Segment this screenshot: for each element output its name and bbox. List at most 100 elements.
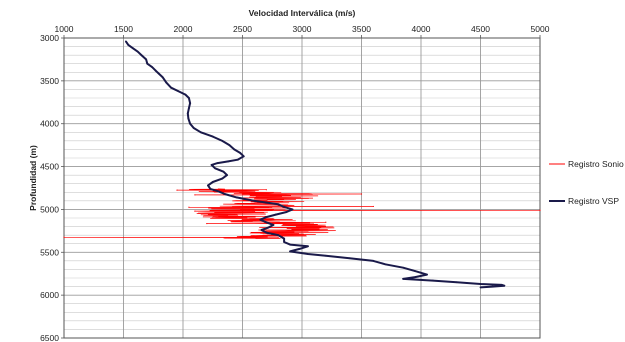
- data-point-registro-vsp: [283, 205, 286, 208]
- data-point-registro-vsp: [187, 117, 190, 120]
- data-point-registro-vsp: [307, 245, 309, 248]
- data-point-registro-vsp: [491, 285, 494, 288]
- data-point-registro-vsp: [274, 213, 277, 216]
- x-tick-label: 3500: [352, 24, 371, 34]
- data-point-registro-vsp: [414, 276, 416, 279]
- data-point-registro-sonio-spike: [325, 221, 327, 223]
- data-point-registro-vsp: [154, 69, 157, 72]
- data-point-registro-vsp: [132, 47, 134, 50]
- data-point-registro-vsp: [236, 158, 239, 161]
- data-point-registro-vsp: [209, 187, 212, 190]
- data-point-registro-vsp: [455, 281, 458, 284]
- data-point-registro-vsp: [479, 286, 482, 289]
- data-point-registro-vsp: [235, 196, 238, 199]
- series-line-registro-sonio: [63, 188, 541, 239]
- data-point-registro-vsp: [161, 76, 164, 79]
- data-point-registro-vsp: [324, 254, 327, 257]
- data-point-registro-vsp: [188, 97, 190, 99]
- y-tick-label: 4000: [40, 119, 59, 129]
- data-point-registro-vsp: [165, 81, 168, 84]
- data-point-registro-sonio-spike: [194, 210, 196, 212]
- data-point-registro-vsp: [291, 208, 294, 211]
- data-point-registro-vsp: [221, 177, 224, 180]
- x-tick-label: 2500: [233, 24, 252, 34]
- data-point-registro-vsp: [259, 218, 262, 221]
- data-point-registro-vsp: [298, 247, 301, 250]
- data-point-registro-vsp: [233, 148, 236, 151]
- data-point-registro-vsp: [267, 226, 270, 229]
- legend-label-registro-vsp: Registro VSP: [568, 196, 619, 206]
- data-point-registro-vsp: [402, 266, 405, 269]
- data-point-registro-vsp: [146, 62, 149, 65]
- y-tick-label: 6000: [40, 290, 59, 300]
- data-point-registro-vsp: [265, 221, 268, 224]
- data-point-registro-vsp: [189, 102, 192, 105]
- data-point-registro-vsp: [177, 90, 180, 93]
- data-point-registro-vsp: [242, 155, 245, 158]
- data-point-registro-vsp: [211, 135, 214, 138]
- data-point-registro-vsp: [283, 241, 286, 243]
- data-point-registro-vsp: [239, 151, 242, 154]
- x-tick-label: 4000: [412, 24, 431, 34]
- data-point-registro-vsp: [151, 66, 153, 69]
- x-tick-label: 5000: [531, 24, 550, 34]
- data-point-registro-vsp: [414, 270, 416, 273]
- data-point-registro-vsp: [226, 174, 228, 177]
- x-tick-label: 1000: [55, 24, 74, 34]
- data-point-registro-vsp: [140, 54, 143, 57]
- data-point-registro-sonio-spike: [188, 206, 190, 208]
- data-point-registro-sonio-spike: [63, 236, 65, 238]
- data-point-registro-sonio-spike: [176, 189, 178, 191]
- data-point-registro-vsp: [223, 193, 226, 195]
- data-point-registro-sonio-spike: [277, 237, 279, 239]
- y-axis-title: Profundidad (m): [28, 145, 38, 211]
- data-point-registro-vsp: [260, 229, 263, 231]
- data-point-registro-vsp: [199, 131, 202, 134]
- data-point-registro-vsp: [272, 223, 275, 226]
- y-tick-label: 6500: [40, 333, 59, 342]
- data-point-registro-vsp: [228, 144, 231, 147]
- data-point-registro-vsp: [211, 181, 214, 183]
- data-point-registro-vsp: [253, 199, 256, 202]
- data-point-registro-vsp: [265, 231, 268, 234]
- series-line-registro-vsp: [125, 40, 506, 289]
- data-point-registro-vsp: [372, 259, 375, 262]
- data-point-registro-vsp: [207, 184, 209, 187]
- x-tick-label: 1500: [114, 24, 133, 34]
- data-point-registro-vsp: [210, 163, 213, 166]
- data-point-registro-vsp: [348, 257, 351, 260]
- data-point-registro-vsp: [186, 112, 189, 115]
- data-point-registro-vsp: [189, 122, 192, 125]
- data-point-registro-vsp: [285, 211, 288, 213]
- data-point-registro-vsp: [214, 167, 217, 170]
- x-tick-label: 2000: [174, 24, 193, 34]
- grid: [63, 37, 541, 339]
- axes: 1000 1500 2000 2500 3000 3500 4000 4500 5000 3000…: [40, 24, 550, 342]
- data-point-registro-vsp: [227, 160, 230, 163]
- y-tick-label: 3500: [40, 76, 59, 86]
- x-tick-label: 3000: [293, 24, 312, 34]
- data-point-registro-vsp: [217, 190, 220, 193]
- data-point-registro-vsp: [170, 86, 173, 89]
- data-point-registro-vsp: [184, 93, 187, 96]
- data-point-registro-vsp: [277, 203, 280, 206]
- x-axis-title: Velocidad Interválica (m/s): [249, 8, 356, 18]
- data-point-registro-vsp: [192, 127, 195, 129]
- data-point-registro-sonio-spike: [194, 194, 196, 196]
- data-point-registro-vsp: [307, 253, 309, 255]
- data-point-registro-vsp: [124, 40, 127, 43]
- data-point-registro-vsp: [127, 43, 130, 46]
- data-point-registro-sonio-spike: [360, 193, 363, 195]
- y-tick-label: 5000: [40, 204, 59, 214]
- y-tick-label: 5500: [40, 247, 59, 257]
- data-point-registro-vsp: [222, 170, 225, 173]
- data-point-registro-sonio-spike: [372, 205, 374, 208]
- data-point-registro-vsp: [479, 283, 482, 285]
- data-point-registro-vsp: [503, 284, 506, 287]
- data-point-registro-vsp: [188, 107, 190, 110]
- data-point-registro-vsp: [402, 277, 405, 280]
- legend: Registro Sonio Registro VSP: [549, 159, 624, 206]
- data-point-registro-vsp: [501, 283, 503, 286]
- data-point-registro-sonio-spike: [539, 209, 541, 211]
